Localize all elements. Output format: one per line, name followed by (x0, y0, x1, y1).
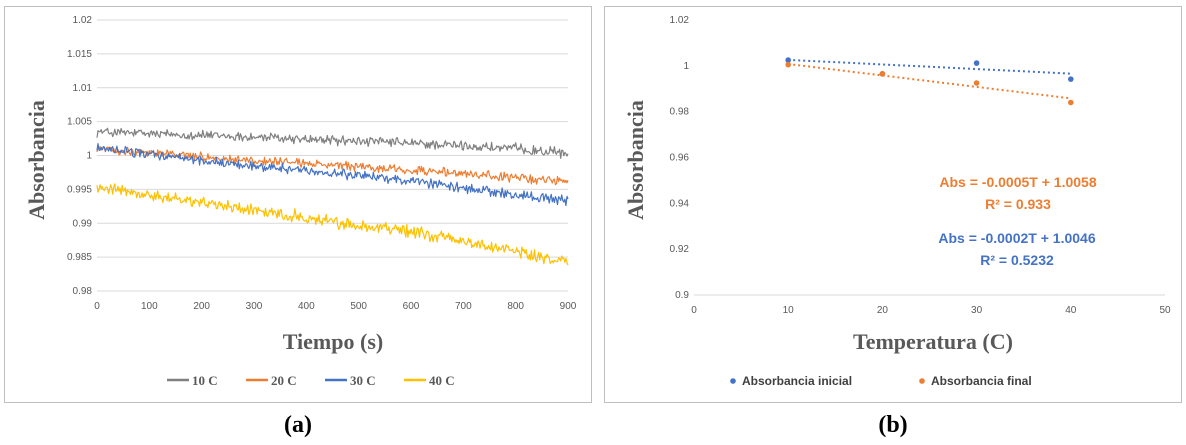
chart-a-y-tick-labels: 0.98 0.985 0.99 0.995 1 1.005 1.01 1.015 1.02 (67, 15, 92, 297)
trendline-r2-final: R² = 0.933 (985, 196, 1051, 212)
data-point-initial (1068, 76, 1074, 82)
chart-b-x-axis-title: Temperatura (C) (853, 329, 1013, 354)
chart-b-y-tick-label: 0.98 (670, 107, 690, 118)
chart-b-y-tick-label: 0.92 (670, 244, 690, 255)
trendline-equation-final: Abs = -0.0005T + 1.0058 (939, 174, 1096, 190)
series-line-20-c (96, 145, 569, 186)
chart-a-x-tick-label: 100 (141, 301, 158, 312)
chart-b-y-tick-label: 1.02 (670, 15, 690, 26)
chart-a-y-tick-label: 1.015 (67, 49, 92, 60)
trendline-initial (788, 58, 1071, 75)
chart-a-y-tick-label: 1.01 (73, 83, 93, 94)
data-point-initial (785, 57, 791, 63)
chart-b-x-tick-label: 30 (971, 305, 983, 316)
chart-a-x-tick-label: 700 (455, 301, 472, 312)
chart-a-series-group (96, 127, 569, 266)
chart-a-y-tick-label: 0.99 (73, 218, 93, 229)
data-point-final (1068, 99, 1074, 106)
chart-a-x-tick-label: 600 (403, 301, 420, 312)
chart-a-y-tick-label: 1 (86, 151, 92, 162)
trendline-equation-initial: Abs = -0.0002T + 1.0046 (938, 230, 1095, 246)
chart-a-x-tick-label: 900 (560, 301, 577, 312)
chart-a-x-tick-label: 200 (193, 301, 210, 312)
chart-a-legend: 10 C 20 C 30 C 40 C (167, 373, 455, 388)
chart-a-x-tick-label: 400 (298, 301, 315, 312)
chart-a-y-tick-label: 0.995 (67, 184, 92, 195)
series-line-40-c (96, 183, 569, 266)
legend-label-20-c: 20 C (271, 373, 297, 388)
legend-marker-initial (730, 378, 736, 384)
legend-marker-final (919, 378, 925, 384)
chart-a-x-tick-label: 300 (246, 301, 263, 312)
chart-a-y-tick-label: 0.985 (67, 252, 92, 263)
chart-b-y-tick-labels: 0.9 0.92 0.94 0.96 0.98 1 1.02 (670, 15, 690, 301)
legend-label-40-c: 40 C (429, 373, 455, 388)
chart-a-y-tick-label: 1.005 (67, 117, 92, 128)
data-point-final (879, 71, 886, 77)
chart-a-y-tick-label: 1.02 (73, 15, 93, 26)
chart-a-x-tick-label: 0 (94, 301, 100, 312)
legend-label-10-c: 10 C (192, 373, 218, 388)
chart-b-x-tick-label: 10 (783, 305, 795, 316)
chart-a-x-tick-label: 800 (507, 301, 524, 312)
chart-a-x-axis-title: Tiempo (s) (283, 329, 383, 354)
chart-panel-b (604, 6, 1182, 403)
chart-b-y-tick-label: 1 (683, 61, 689, 72)
series-line-30-c (96, 143, 569, 207)
data-point-final (785, 61, 791, 68)
chart-a-y-axis-title: Absorbancia (24, 100, 49, 220)
panel-caption-a: (a) (284, 412, 312, 438)
chart-a-x-tick-labels: 0 100 200 300 400 500 600 700 800 900 (94, 301, 577, 312)
chart-b-y-tick-label: 0.96 (670, 153, 690, 164)
chart-b-y-tick-label: 0.94 (670, 198, 690, 209)
chart-b-y-axis-title: Absorbancia (623, 100, 648, 220)
panel-caption-b: (b) (878, 412, 908, 438)
chart-b-x-tick-label: 40 (1065, 305, 1077, 316)
trendline-final (788, 63, 1071, 100)
legend-label-30-c: 30 C (350, 373, 376, 388)
data-point-final (973, 80, 980, 86)
chart-panel-a (4, 6, 592, 403)
chart-a-y-tick-label: 0.98 (73, 286, 93, 297)
chart-b-trendlines (788, 58, 1071, 100)
chart-b-x-tick-label: 50 (1159, 305, 1171, 316)
chart-b-y-tick-label: 0.9 (675, 290, 689, 301)
data-point-initial (973, 60, 980, 66)
chart-b-points (785, 57, 1074, 106)
legend-label-final: Absorbancia final (931, 374, 1032, 388)
chart-b-x-tick-label: 0 (691, 305, 697, 316)
chart-a-gridlines (97, 19, 568, 258)
chart-b-legend: Absorbancia inicial Absorbancia final (730, 374, 1032, 388)
chart-a-x-tick-label: 500 (350, 301, 367, 312)
trendline-r2-initial: R² = 0.5232 (980, 252, 1054, 268)
chart-b-x-tick-label: 20 (877, 305, 889, 316)
legend-label-initial: Absorbancia inicial (742, 374, 852, 388)
series-line-10-c (96, 127, 569, 159)
chart-b-x-tick-labels: 0 10 20 30 40 50 (691, 305, 1171, 316)
